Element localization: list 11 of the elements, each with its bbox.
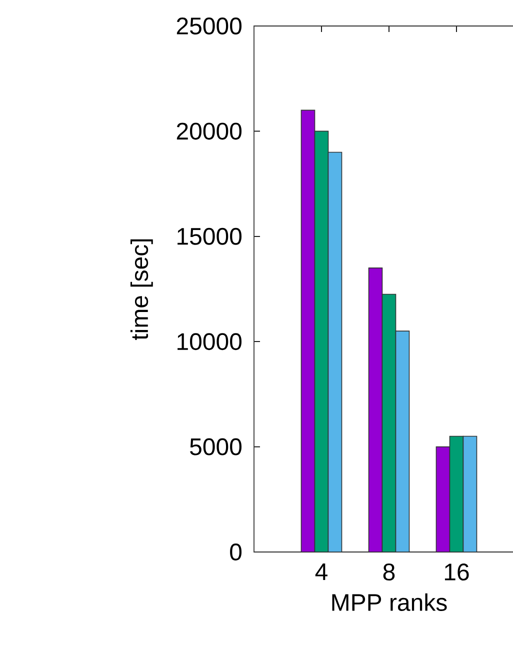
y-axis-title: time [sec] (130, 239, 153, 340)
x-axis-title: MPP ranks (332, 593, 447, 612)
y-tick-label: 0 (230, 544, 242, 560)
y-tick-label: 25000 (176, 18, 242, 34)
x-tick-label: 16 (444, 564, 469, 581)
y-tick-label: 20000 (176, 122, 242, 140)
y-tick-label: 15000 (178, 228, 242, 245)
x-tick-label: 4 (315, 564, 328, 580)
y-tick-label: 10000 (178, 333, 242, 350)
x-tick-label: 8 (383, 564, 395, 581)
y-tick-label: 5000 (190, 438, 242, 456)
